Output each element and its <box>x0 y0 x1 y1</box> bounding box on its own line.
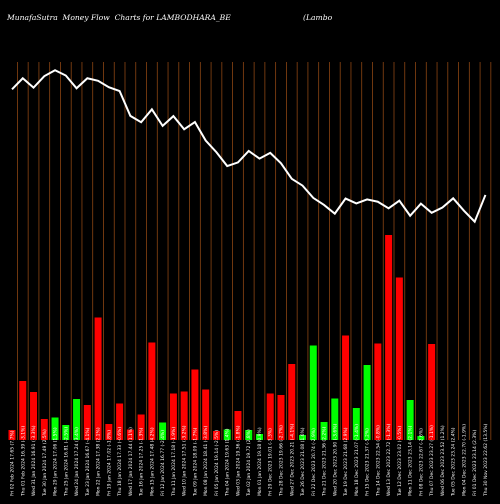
money-flow-bar <box>180 391 188 440</box>
x-tick-label: Tue 09 Jan 2024 18.09 (-1.7%) <box>192 427 198 497</box>
price-line-layer <box>11 69 487 224</box>
x-tick-label: Mon 08 Jan 2024 18.41 (-3.8%) <box>203 426 209 496</box>
x-tick-label: Mon 18 Dec 2023 21.07 (-1.4%) <box>354 424 360 496</box>
money-flow-bar <box>234 411 242 440</box>
money-flow-bar <box>331 398 339 440</box>
money-flow-bar <box>266 393 274 440</box>
money-flow-bar <box>385 235 393 440</box>
money-flow-bar <box>159 422 167 440</box>
x-tick-label: Wed 06 Dec 2023 23.52 (1.2%) <box>440 425 446 496</box>
x-tick-label: Fri 01 Dec 2023 23.14 (2.3%) <box>472 430 478 496</box>
money-flow-bar <box>94 317 102 440</box>
x-tick-label: Mon 29 Jan 2024 17.06 (1.5%) <box>53 427 59 496</box>
money-flow-bar <box>320 422 328 440</box>
money-flow-bar <box>202 389 210 440</box>
chart-title: MunafaSutra Money Flow Charts for LAMBOD… <box>7 13 231 22</box>
x-tick-label: Tue 26 Dec 2023 21.08 (1.6%) <box>300 427 306 497</box>
money-flow-bar <box>40 419 48 440</box>
x-tick-label: Wed 17 Jan 2024 17.44 (1.1%) <box>128 427 134 496</box>
money-flow-bar <box>288 364 296 440</box>
x-tick-label: Fri 08 Dec 2023 22.67 (-2.6%) <box>418 428 424 496</box>
x-tick-label: Fri 02 Feb 2024 17.65 (7.7%) <box>10 430 16 496</box>
money-flow-bar <box>212 431 220 440</box>
money-flow-bar <box>255 434 263 440</box>
money-flow-bar <box>191 369 199 440</box>
x-tick-label: Wed 24 Jan 2024 17.24 (3.4%) <box>74 427 80 496</box>
money-flow-bar <box>352 408 360 440</box>
money-flow-bar <box>342 335 350 440</box>
x-tick-label: Thu 11 Jan 2024 17.18 (-1.9%) <box>171 427 177 497</box>
x-tick-label: Thu 28 Dec 2023 19.66 (-2.7%) <box>279 425 285 497</box>
money-flow-bar <box>51 417 59 440</box>
x-tick-labels: Fri 02 Feb 2024 17.65 (7.7%) Thu 01 Feb 2… <box>10 423 489 497</box>
x-tick-label: Tue 05 Dec 2023 23.24 (2.4%) <box>451 427 457 497</box>
money-flow-bar <box>245 430 253 440</box>
x-tick-label: Thu 07 Dec 2023 23.27 (-1.1%) <box>429 425 435 497</box>
x-tick-label: Mon 22 Jan 2024 17.38 (2.1%) <box>96 427 102 496</box>
money-flow-bar <box>105 424 113 440</box>
money-flow-bar <box>223 429 231 440</box>
x-tick-label: Tue 30 Jan 2024 17.49 (2.5%) <box>42 429 48 497</box>
x-tick-label: Fri 29 Dec 2023 19.01 (-3.3%) <box>268 428 274 496</box>
x-tick-label: Fri 12 Jan 2024 16.77 (-2.4%) <box>160 430 166 496</box>
chart-title-right: (Lambo <box>303 13 333 22</box>
x-tick-label: Thu 21 Dec 2023 21.36 (2.2%) <box>322 426 328 497</box>
x-tick-label: Thu 18 Jan 2024 17.33 (-0.6%) <box>117 427 123 497</box>
x-tick-label: Tue 12 Dec 2023 23.02 (-0.5%) <box>397 426 403 497</box>
money-flow-bar <box>169 393 177 440</box>
x-tick-label: Wed 10 Jan 2024 17.51 (-3.2%) <box>182 425 188 496</box>
x-tick-label: Tue 19 Dec 2023 21.68 (2.9%) <box>343 427 349 497</box>
money-flow-bar <box>428 344 436 440</box>
x-tick-label: Mon 11 Dec 2023 23.14 (2.1%) <box>408 425 414 496</box>
money-flow-bar <box>8 430 16 440</box>
money-flow-bar <box>309 345 317 440</box>
x-tick-label: Wed 13 Dec 2023 22.72 (-1.3%) <box>386 423 392 496</box>
money-flow-bar <box>406 400 414 440</box>
x-tick-label: Fri 05 Jan 2024 19.14 (-2.5%) <box>214 430 220 496</box>
x-tick-label: Mon 15 Jan 2024 17.48 (4.2%) <box>149 427 155 496</box>
x-tick-label: Fri 15 Dec 2023 21.37 (-5.2%) <box>365 428 371 496</box>
money-flow-bar <box>73 399 81 440</box>
x-tick-label: Mon 04 Dec 2023 22.70 (-1.9%) <box>461 424 467 496</box>
money-flow-bar <box>19 381 27 440</box>
money-flow-bar <box>363 365 371 440</box>
x-tick-label: Fri 19 Jan 2024 17.02 (-1.8%) <box>106 430 112 496</box>
money-flow-bar <box>299 435 307 440</box>
x-tick-label: Wed 03 Jan 2024 19.36 (-1.8%) <box>235 425 241 496</box>
x-tick-label: Thu 14 Dec 2023 22.54 (-0.8%) <box>375 425 381 497</box>
money-flow-bar <box>148 342 156 440</box>
money-flow-bars <box>8 235 436 440</box>
x-tick-label: Thu 01 Feb 2024 16.39 (-3.1%) <box>20 426 26 497</box>
money-flow-bar <box>116 403 124 440</box>
x-tick-label: Mon 01 Jan 2024 19.18 (0.9%) <box>257 427 263 496</box>
money-flow-bar <box>417 436 425 440</box>
x-tick-label: Tue 16 Jan 2024 17.25 (-1.3%) <box>139 427 145 497</box>
money-flow-bar <box>83 405 91 440</box>
money-flow-bar <box>277 395 285 440</box>
grid-lines <box>16 62 492 440</box>
x-tick-label: Wed 31 Jan 2024 16.91 (-3.3%) <box>31 425 37 496</box>
x-tick-label: Thu 04 Jan 2024 19.63 (1.4%) <box>225 428 231 497</box>
money-flow-bar <box>395 277 403 440</box>
price-line <box>11 69 487 224</box>
money-flow-bar <box>137 414 145 440</box>
money-flow-bar <box>374 343 382 440</box>
x-tick-label: Fri 22 Dec 2023 20.74 (-2.9%) <box>311 428 317 496</box>
money-flow-bar <box>126 429 134 440</box>
x-tick-label: Wed 27 Dec 2023 20.21 (-4.1%) <box>289 423 295 496</box>
x-tick-label: Thu 30 Nov 2023 22.62 (13.5%) <box>483 424 489 497</box>
x-tick-label: Tue 23 Jan 2024 16.67 (-4.1%) <box>85 427 91 497</box>
x-tick-label: Thu 25 Jan 2024 16.81 (-2.5%) <box>63 427 69 497</box>
money-flow-bar <box>30 392 38 440</box>
money-flow-bar <box>62 425 70 440</box>
x-tick-label: Tue 02 Jan 2024 19.72 (2.8%) <box>246 429 252 497</box>
x-tick-label: Wed 20 Dec 2023 20.90 (-3.6%) <box>332 423 338 496</box>
